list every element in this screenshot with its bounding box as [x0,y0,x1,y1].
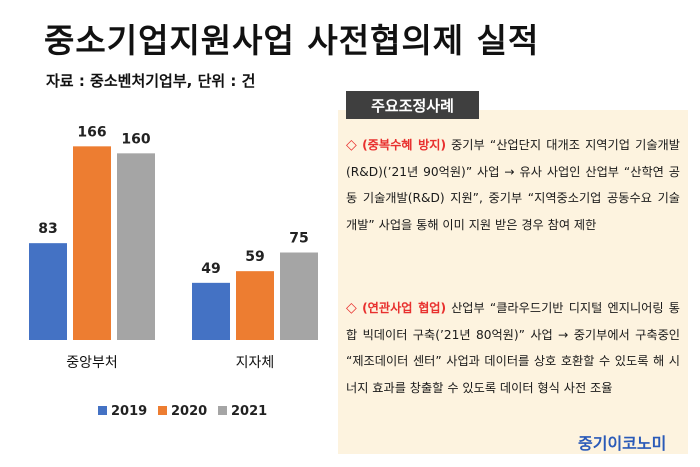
bar [280,252,318,340]
case-tag: (연관사업 협업) [362,301,447,315]
case-item: ◇ (연관사업 협업) 산업부 “클라우드기반 디지털 엔지니어링 통합 빅데이터 … [346,295,680,401]
bar [73,146,111,340]
data-label: 49 [201,261,220,277]
data-label: 166 [77,124,106,140]
bar-chart: 83 166 160 중앙부처 49 59 75 지자체 2019 2020 2021 [29,124,318,419]
legend-label: 2020 [171,404,207,419]
data-label: 75 [289,231,308,247]
diamond-bullet-icon: ◇ [346,137,359,153]
data-label: 160 [121,131,150,147]
page-title: 중소기업지원사업 사전협의제 실적 [44,21,540,60]
legend-swatch [158,406,167,415]
category-label: 지자체 [236,355,275,371]
data-label: 59 [245,249,264,265]
diamond-bullet-icon: ◇ [346,300,359,316]
source-note: 자료 : 중소벤처기업부, 단위 : 건 [46,72,256,90]
case-text: 중기부 “산업단지 대개조 지역기업 기술개발(R&D)(’21년 90억원)”… [346,138,680,232]
legend-label: 2021 [231,404,267,419]
case-text: 산업부 “클라우드기반 디지털 엔지니어링 통합 빅데이터 구축(’21년 80… [346,301,680,395]
logo: 중기이코노미 [578,434,667,453]
case-tag: (중복수혜 방지) [362,138,447,152]
panel-header: 주요조정사례 [346,91,479,119]
case-panel [338,110,688,454]
bar [236,271,274,340]
legend-label: 2019 [111,404,147,419]
category-label: 중앙부처 [66,355,118,371]
data-label: 83 [38,221,57,237]
bar [117,153,155,340]
legend-swatch [218,406,227,415]
bar [29,243,67,340]
case-item: ◇ (중복수혜 방지) 중기부 “산업단지 대개조 지역기업 기술개발(R&D)(’… [346,132,680,238]
bar [192,282,230,340]
legend-swatch [98,406,107,415]
